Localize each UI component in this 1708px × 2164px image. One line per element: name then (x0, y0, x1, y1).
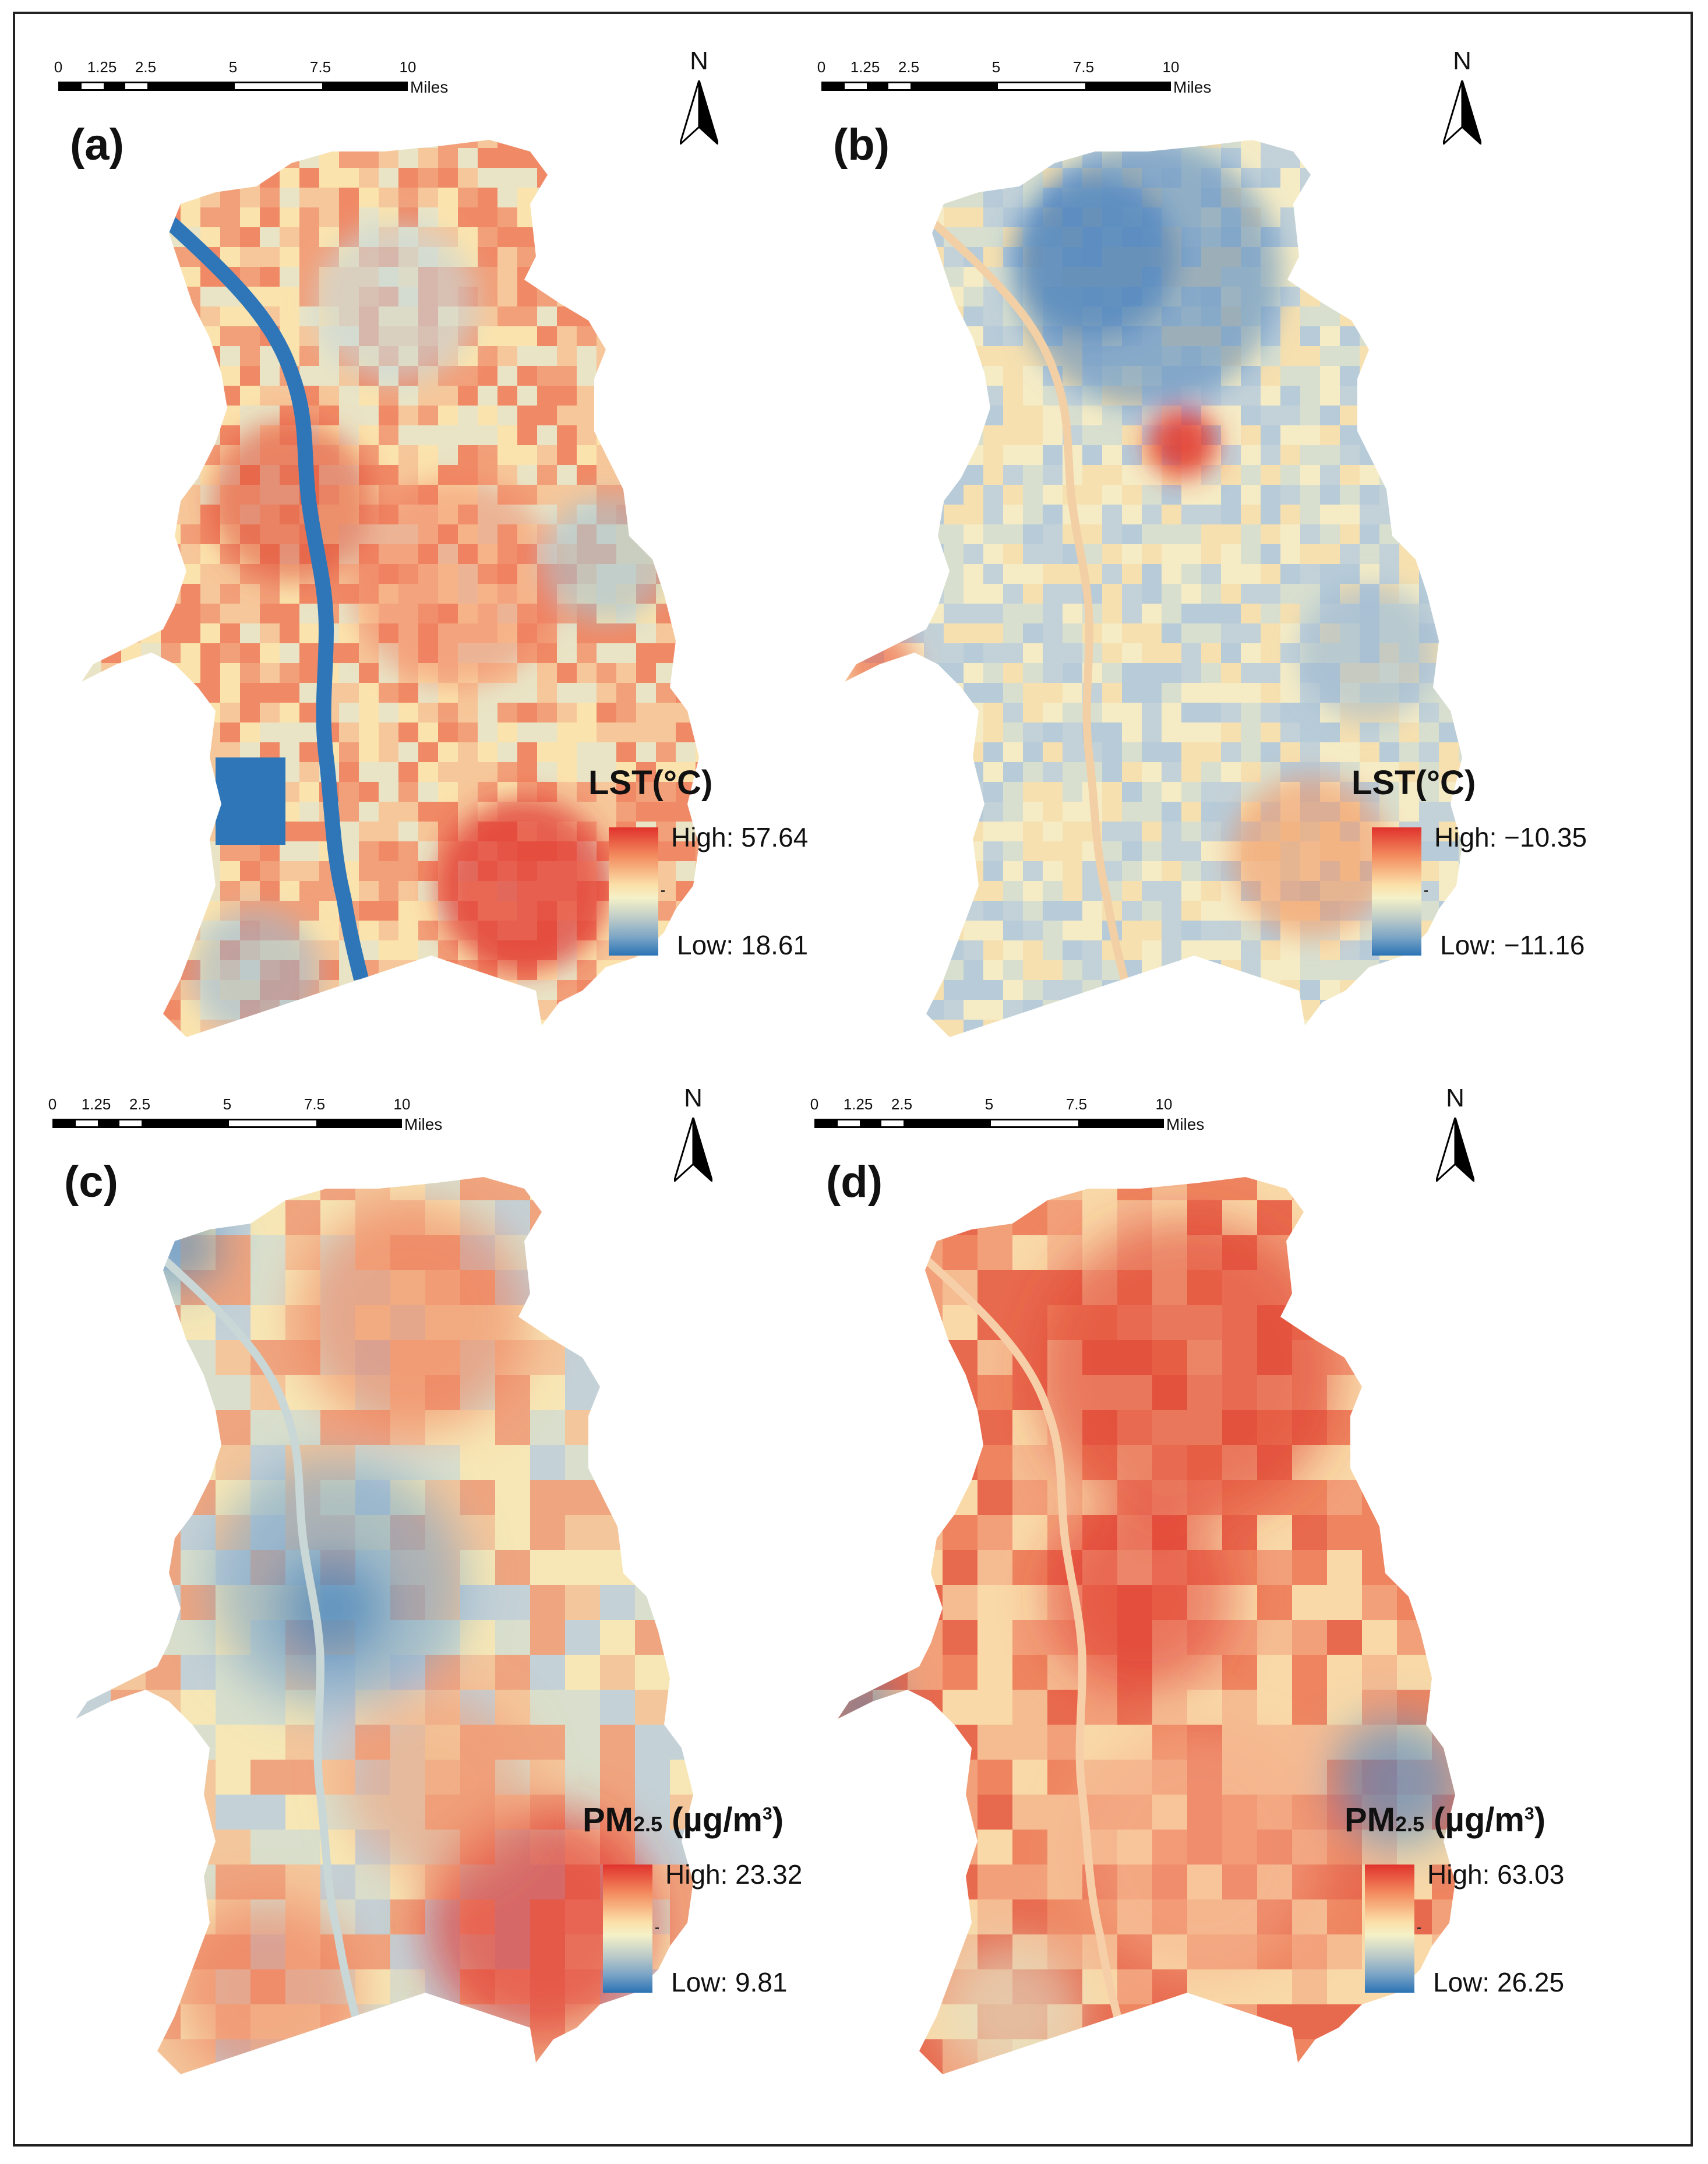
legend: LST(°C) High: −10.35 Low: −11.16 (1299, 763, 1587, 996)
scale-units: Miles (404, 1115, 443, 1133)
north-arrow-icon: N (1436, 47, 1488, 151)
scale-tick-label: 2.5 (891, 1095, 913, 1113)
scale-units: Miles (1173, 78, 1212, 96)
color-ramp (603, 1865, 652, 1993)
legend: PM2.5 (µg/m3) High: 63.03 Low: 26.25 (1292, 1800, 1564, 2033)
legend-high-value: High: 57.64 (671, 822, 809, 852)
scale-tick-label: 7.5 (1072, 58, 1095, 76)
map-panel-c: 0 1.25 2.5 5 7.5 10 Miles N (c) PM2.5 (µg/m3) High… (6, 1049, 802, 2086)
legend-title: PM2.5 (µg/m3) (583, 1801, 784, 1839)
scale-bar: 0 1.25 2.5 5 7.5 10 Miles (48, 1095, 472, 1148)
north-label: N (1453, 47, 1471, 75)
scale-tick-label: 5 (984, 1095, 994, 1113)
legend-high-value: High: 63.03 (1427, 1859, 1565, 1890)
scale-tick-label: 10 (399, 58, 417, 76)
scale-tick-label: 2.5 (135, 58, 157, 76)
north-label: N (684, 1084, 703, 1112)
scale-bar: 0 1.25 2.5 5 7.5 10 Miles (54, 58, 478, 111)
scale-units: Miles (1166, 1115, 1205, 1133)
north-arrow-icon: N (673, 47, 725, 151)
scale-tick-label: 1.25 (81, 1095, 111, 1113)
legend: PM2.5 (µg/m3) High: 23.32 Low: 9.81 (530, 1800, 802, 2033)
scale-tick-label: 7.5 (304, 1095, 326, 1113)
choropleth-map (838, 1177, 1455, 2074)
panel-label: (b) (833, 120, 890, 170)
panel-label: (c) (64, 1157, 118, 1207)
scale-bar: 0 1.25 2.5 5 7.5 10 Miles (810, 1095, 1234, 1148)
north-arrow-icon: N (667, 1084, 719, 1189)
scale-tick-label: 5 (991, 58, 1001, 76)
legend-low-value: Low: 18.61 (677, 930, 809, 960)
color-ramp (609, 827, 658, 956)
map-panel-a: 0 1.25 2.5 5 7.5 10 Miles N (a) LST(°C) High: 57.6… (12, 12, 808, 1049)
choropleth-map (845, 140, 1462, 1037)
scale-tick-label: 2.5 (898, 58, 920, 76)
legend-high-value: High: 23.32 (665, 1859, 803, 1890)
north-label: N (1446, 1084, 1464, 1112)
scale-tick-label: 5 (223, 1095, 232, 1113)
map-panel-b: 0 1.25 2.5 5 7.5 10 Miles N (b) LST(°C) High: −10.… (775, 12, 1587, 1049)
scale-tick-label: 5 (228, 58, 238, 76)
scale-tick-label: 0 (48, 1095, 57, 1113)
panel-label: (a) (70, 120, 124, 170)
color-ramp (1365, 1865, 1414, 1993)
legend: LST(°C) High: 57.64 Low: 18.61 (536, 763, 808, 996)
legend-high-value: High: −10.35 (1434, 822, 1587, 852)
scale-tick-label: 7.5 (1065, 1095, 1088, 1113)
color-ramp (1372, 827, 1421, 956)
figure-frame (13, 12, 1693, 2147)
choropleth-map (82, 140, 699, 1037)
legend-low-value: Low: −11.16 (1440, 930, 1585, 960)
scale-tick-label: 2.5 (129, 1095, 151, 1113)
legend-title: PM2.5 (µg/m3) (1344, 1801, 1546, 1839)
scale-tick-label: 1.25 (843, 1095, 873, 1113)
legend-low-value: Low: 26.25 (1433, 1967, 1565, 1997)
scale-tick-label: 0 (54, 58, 63, 76)
legend-title: LST(°C) (1351, 764, 1476, 802)
scale-tick-label: 0 (817, 58, 826, 76)
map-panel-d: 0 1.25 2.5 5 7.5 10 Miles N (d) PM2.5 (µg/m3) High… (768, 1049, 1564, 2086)
scale-tick-label: 10 (393, 1095, 411, 1113)
scale-tick-label: 1.25 (850, 58, 880, 76)
panel-label: (d) (826, 1157, 883, 1207)
scale-bar: 0 1.25 2.5 5 7.5 10 Miles (817, 58, 1241, 111)
scale-tick-label: 0 (810, 1095, 819, 1113)
scale-tick-label: 10 (1162, 58, 1180, 76)
legend-low-value: Low: 9.81 (671, 1967, 788, 1997)
legend-title: LST(°C) (588, 764, 713, 802)
choropleth-map (76, 1177, 693, 2074)
scale-units: Miles (410, 78, 449, 96)
scale-tick-label: 1.25 (87, 58, 117, 76)
scale-tick-label: 7.5 (309, 58, 331, 76)
north-arrow-icon: N (1429, 1084, 1481, 1189)
north-label: N (690, 47, 708, 75)
scale-tick-label: 10 (1155, 1095, 1173, 1113)
